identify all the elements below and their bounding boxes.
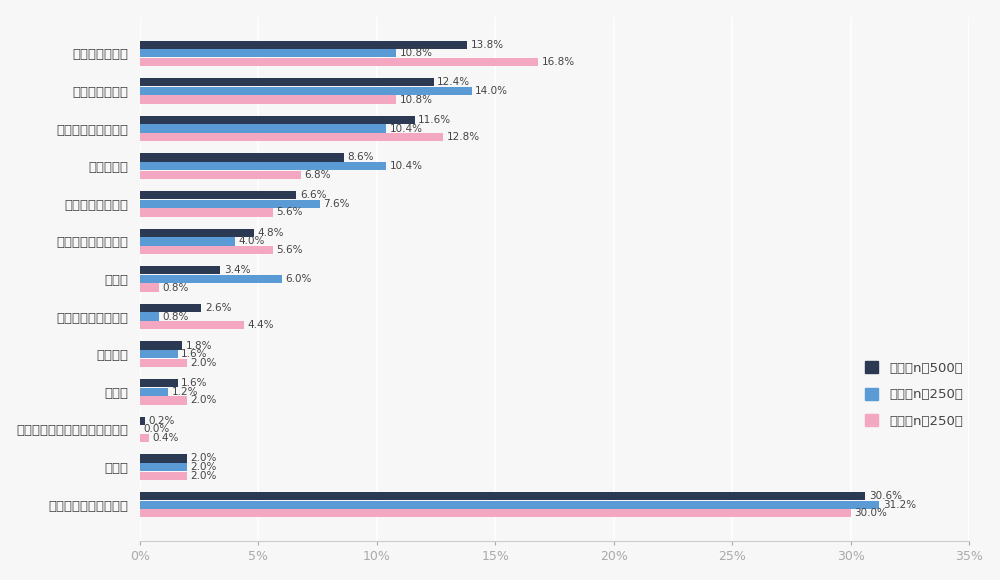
Text: 2.0%: 2.0% [191, 462, 217, 472]
Text: 2.0%: 2.0% [191, 471, 217, 481]
Text: 16.8%: 16.8% [542, 57, 575, 67]
Text: 1.8%: 1.8% [186, 340, 212, 350]
Text: 0.4%: 0.4% [153, 433, 179, 443]
Text: 2.6%: 2.6% [205, 303, 231, 313]
Bar [140, 133, 443, 142]
Bar [140, 78, 434, 86]
Bar [140, 87, 472, 95]
Bar [140, 463, 187, 471]
Bar [140, 58, 538, 66]
Bar [140, 284, 159, 292]
Bar [140, 200, 320, 208]
Text: 3.4%: 3.4% [224, 265, 250, 276]
Bar [140, 387, 168, 396]
Text: 10.8%: 10.8% [399, 48, 432, 59]
Bar [140, 208, 273, 216]
Text: 10.4%: 10.4% [390, 161, 423, 171]
Text: 10.4%: 10.4% [390, 124, 423, 133]
Text: 5.6%: 5.6% [276, 208, 303, 218]
Text: 0.2%: 0.2% [148, 416, 174, 426]
Text: 7.6%: 7.6% [323, 199, 350, 209]
Text: 4.0%: 4.0% [238, 237, 265, 246]
Text: 1.2%: 1.2% [172, 387, 198, 397]
Text: 5.6%: 5.6% [276, 245, 303, 255]
Bar [140, 454, 187, 462]
Bar [140, 396, 187, 405]
Bar [140, 116, 415, 124]
Bar [140, 153, 344, 162]
Text: 6.6%: 6.6% [300, 190, 326, 200]
Bar [140, 237, 235, 245]
Bar [140, 124, 386, 133]
Text: 8.6%: 8.6% [347, 153, 374, 162]
Bar [140, 416, 145, 425]
Text: 0.8%: 0.8% [162, 311, 189, 321]
Bar [140, 266, 220, 274]
Bar [140, 275, 282, 283]
Legend: 全体（n＝500）, 男性（n＝250）, 女性（n＝250）: 全体（n＝500）, 男性（n＝250）, 女性（n＝250） [865, 361, 963, 427]
Bar [140, 434, 149, 442]
Bar [140, 96, 396, 104]
Bar [140, 492, 865, 500]
Text: 1.6%: 1.6% [181, 349, 208, 359]
Text: 6.0%: 6.0% [286, 274, 312, 284]
Text: 6.8%: 6.8% [305, 170, 331, 180]
Text: 14.0%: 14.0% [475, 86, 508, 96]
Bar [140, 162, 386, 171]
Text: 2.0%: 2.0% [191, 454, 217, 463]
Text: 12.4%: 12.4% [437, 77, 470, 87]
Bar [140, 509, 851, 517]
Bar [140, 304, 201, 312]
Text: 11.6%: 11.6% [418, 115, 451, 125]
Text: 4.4%: 4.4% [248, 320, 274, 330]
Bar [140, 171, 301, 179]
Bar [140, 350, 178, 358]
Bar [140, 472, 187, 480]
Text: 10.8%: 10.8% [399, 95, 432, 104]
Text: 1.6%: 1.6% [181, 378, 208, 388]
Bar [140, 41, 467, 49]
Bar [140, 379, 178, 387]
Bar [140, 501, 879, 509]
Bar [140, 191, 296, 200]
Text: 30.6%: 30.6% [869, 491, 902, 501]
Text: 12.8%: 12.8% [447, 132, 480, 142]
Bar [140, 49, 396, 57]
Bar [140, 321, 244, 329]
Bar [140, 229, 254, 237]
Bar [140, 358, 187, 367]
Text: 30.0%: 30.0% [854, 508, 887, 519]
Text: 0.0%: 0.0% [143, 425, 170, 434]
Text: 2.0%: 2.0% [191, 396, 217, 405]
Text: 31.2%: 31.2% [883, 499, 916, 510]
Bar [140, 313, 159, 321]
Text: 0.8%: 0.8% [162, 282, 189, 293]
Text: 2.0%: 2.0% [191, 358, 217, 368]
Bar [140, 246, 273, 254]
Bar [140, 342, 182, 350]
Text: 13.8%: 13.8% [470, 39, 504, 50]
Text: 4.8%: 4.8% [257, 228, 284, 238]
